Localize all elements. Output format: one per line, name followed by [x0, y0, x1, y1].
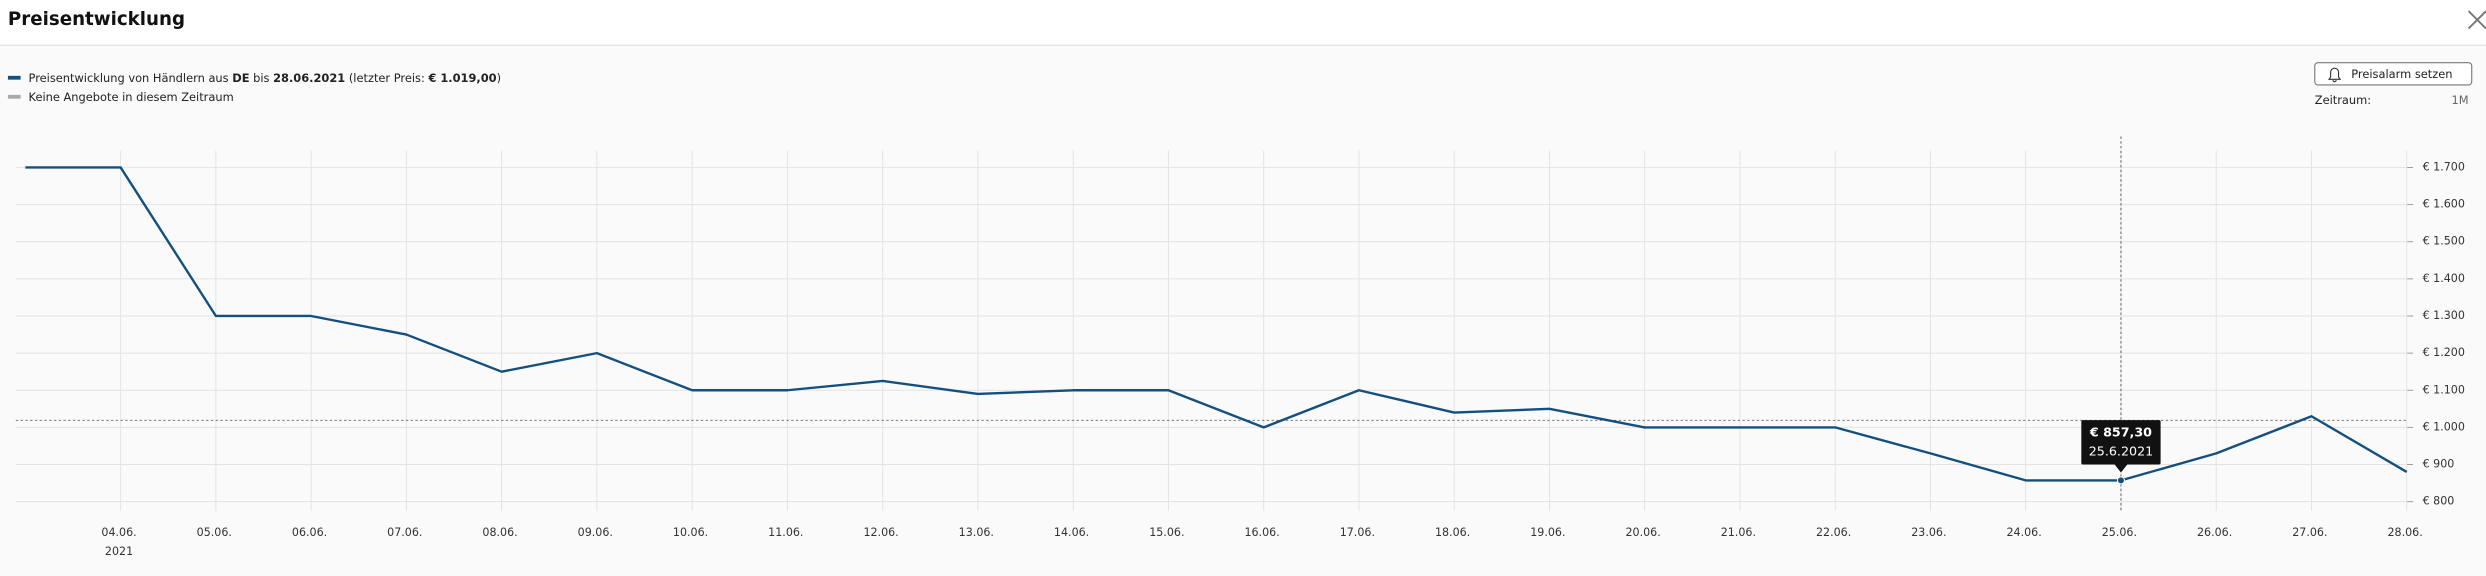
legend-text-part: Preisentwicklung von Händlern aus: [29, 70, 233, 84]
period-label: Zeitraum:: [2315, 93, 2371, 107]
close-button[interactable]: [2467, 10, 2486, 30]
y-tick-label: € 1.200: [2423, 346, 2465, 359]
x-tick-label: 05.06.: [197, 526, 232, 539]
y-tick-label: € 1.000: [2423, 420, 2465, 433]
x-tick-label: 23.06.: [1911, 526, 1946, 539]
x-tick-label: 14.06.: [1054, 526, 1089, 539]
legend-text-part: (letzter Preis:: [345, 70, 428, 84]
x-tick-label: 25.06.: [2102, 526, 2137, 539]
legend-text: Keine Angebote in diesem Zeitraum: [29, 89, 234, 103]
bell-icon[interactable]: [2328, 67, 2342, 83]
x-tick-label: 17.06.: [1340, 526, 1375, 539]
hover-point: [2117, 476, 2125, 485]
price-line: [25, 166, 2408, 482]
plot: € 800 € 900 € 1.000 € 1.100 € 1.200 € 1.300 € …: [15, 136, 2465, 558]
legend-text-part: DE: [232, 70, 249, 84]
legend-text-part: Keine Angebote in diesem Zeitraum: [29, 89, 234, 103]
x-tick-label: 15.06.: [1149, 526, 1184, 539]
legend-text-part: € 1.019,00: [427, 70, 496, 84]
legend: Preisentwicklung von Händlern aus DE bis…: [7, 70, 502, 103]
x-tick-label: 10.06.: [673, 526, 708, 539]
x-tick-label: 18.06.: [1435, 526, 1470, 539]
alarm-button-frame[interactable]: [2314, 62, 2473, 86]
x-tick-label: 12.06.: [863, 526, 898, 539]
x-tick-label: 22.06.: [1816, 526, 1851, 539]
y-tick-label: € 800: [2423, 495, 2455, 508]
x-tick-label: 07.06.: [387, 526, 422, 539]
x-tick-label: 27.06.: [2292, 526, 2327, 539]
tooltip-pointer: [2114, 464, 2128, 473]
alarm-button-label[interactable]: Preisalarm setzen: [2351, 67, 2452, 81]
period-value[interactable]: 1M: [2451, 93, 2468, 107]
tooltip-date: 25.6.2021: [2089, 443, 2153, 458]
x-tick-label: 09.06.: [578, 526, 613, 539]
x-tick-label: 20.06.: [1625, 526, 1660, 539]
legend-text-part: bis: [249, 70, 273, 84]
legend-text-part: ): [497, 70, 501, 84]
x-tick-label: 04.06.: [101, 526, 136, 539]
x-tick-label: 16.06.: [1244, 526, 1279, 539]
x-year-label: 2021: [105, 545, 133, 558]
y-tick-label: € 1.500: [2423, 235, 2465, 248]
x-tick-label: 08.06.: [482, 526, 517, 539]
x-tick-label: 21.06.: [1721, 526, 1756, 539]
x-tick-label: 13.06.: [959, 526, 994, 539]
legend-text-part: 28.06.2021: [273, 70, 345, 84]
close-icon[interactable]: [2467, 10, 2486, 30]
alarm-button[interactable]: Preisalarm setzen: [2314, 62, 2473, 86]
x-tick-label: 11.06.: [768, 526, 803, 539]
x-tick-label: 28.06.: [2388, 526, 2423, 539]
panel-title: Preisentwicklung: [8, 9, 185, 30]
legend-text: Preisentwicklung von Händlern aus DE bis…: [29, 70, 502, 84]
tooltip-box: [2081, 420, 2161, 465]
x-tick-label: 26.06.: [2197, 526, 2232, 539]
y-tick-label: € 1.600: [2423, 198, 2465, 211]
header-background: [0, 0, 2486, 45]
x-tick-label: 06.06.: [292, 526, 327, 539]
y-tick-label: € 1.400: [2423, 272, 2465, 285]
y-tick-label: € 900: [2423, 458, 2455, 471]
x-tick-label: 19.06.: [1530, 526, 1565, 539]
legend-swatch: [7, 94, 21, 99]
y-tick-label: € 1.300: [2423, 309, 2465, 322]
tooltip-value: € 857,30: [2089, 424, 2152, 439]
plot-area: [15, 150, 2407, 511]
legend-swatch: [7, 75, 21, 80]
y-tick-label: € 1.700: [2423, 160, 2465, 173]
x-tick-label: 24.06.: [2006, 526, 2041, 539]
y-tick-label: € 1.100: [2423, 383, 2465, 396]
